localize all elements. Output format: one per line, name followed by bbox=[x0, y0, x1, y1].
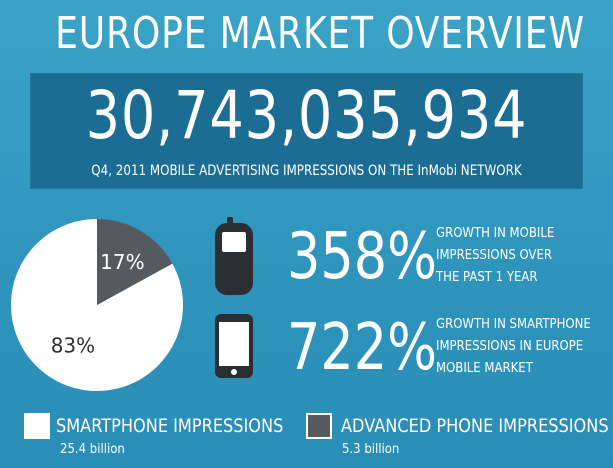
legend-value-advanced: 5.3 billion bbox=[342, 442, 400, 457]
stat-value-smartphone-growth: 722% bbox=[287, 311, 438, 385]
impressions-banner: 30,743,035,934 Q4, 2011 MOBILE ADVERTISI… bbox=[30, 73, 583, 189]
pie-label-smartphone: 83% bbox=[51, 334, 95, 358]
legend-value-smartphone: 25.4 billion bbox=[60, 442, 125, 457]
legend-label-advanced: ADVANCED PHONE IMPRESSIONS bbox=[341, 415, 609, 437]
stat-desc-mobile-growth: GROWTH IN MOBILE IMPRESSIONS OVER THE PA… bbox=[436, 226, 555, 285]
total-impressions: 30,743,035,934 bbox=[85, 77, 528, 154]
impressions-caption: Q4, 2011 MOBILE ADVERTISING IMPRESSIONS … bbox=[91, 163, 522, 179]
legend-swatch-smartphone bbox=[24, 413, 50, 439]
impressions-pie-chart: 83% 17% bbox=[11, 219, 184, 391]
pie-slice-advanced bbox=[97, 219, 173, 305]
pie-label-advanced: 17% bbox=[100, 250, 144, 274]
legend-swatch-advanced bbox=[306, 413, 332, 439]
stat-desc-smartphone-growth: GROWTH IN SMARTPHONE IMPRESSIONS IN EURO… bbox=[436, 317, 591, 376]
page-title: EUROPE MARKET OVERVIEW bbox=[55, 8, 585, 59]
legend-label-smartphone: SMARTPHONE IMPRESSIONS bbox=[56, 415, 284, 437]
feature-phone-icon bbox=[215, 217, 253, 295]
smartphone-icon bbox=[215, 314, 253, 378]
stat-value-mobile-growth: 358% bbox=[287, 220, 438, 294]
